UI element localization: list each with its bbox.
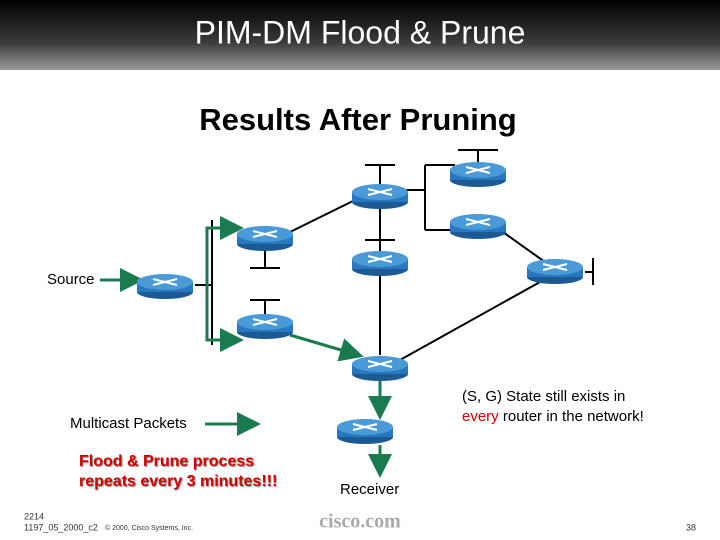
note-line: (S, G) State still exists in: [462, 388, 625, 405]
callout-line: repeats every 3 minutes!!!: [79, 473, 277, 490]
source-label: Source: [47, 271, 95, 288]
router-icon: [542, 263, 568, 271]
network: [100, 149, 594, 478]
note-line: every router in the network!: [462, 408, 644, 425]
footer-brand: cisco.com: [319, 511, 401, 533]
router-icon: [352, 423, 378, 431]
title: PIM-DM Flood & Prune: [195, 14, 526, 50]
title-bar: [0, 0, 720, 70]
packet-flow: [205, 216, 244, 285]
legend-label: Multicast Packets: [70, 415, 187, 432]
router-icon: [252, 318, 278, 326]
router-icon: [367, 188, 393, 196]
note-emphasis: every: [462, 408, 499, 425]
footer-code: 2214: [24, 511, 44, 521]
receiver-label: Receiver: [340, 481, 399, 498]
footer-copyright: © 2000, Cisco Systems, Inc.: [105, 524, 193, 532]
note-rest: router in the network!: [503, 408, 644, 425]
subtitle: Results After Pruning: [199, 102, 517, 137]
footer-page: 38: [686, 522, 696, 532]
callout-line: Flood & Prune process: [79, 453, 254, 470]
router-icon: [152, 278, 178, 286]
packet-flow: [205, 285, 244, 352]
router-icon: [367, 360, 393, 368]
packet-flow: [289, 333, 364, 362]
router-icon: [367, 255, 393, 263]
link: [289, 199, 356, 233]
router-icon: [465, 166, 491, 174]
link: [499, 229, 546, 263]
footer-id: 1197_05_2000_c2: [24, 522, 98, 532]
link: [399, 281, 541, 361]
router-icon: [252, 230, 278, 238]
router-icon: [465, 218, 491, 226]
